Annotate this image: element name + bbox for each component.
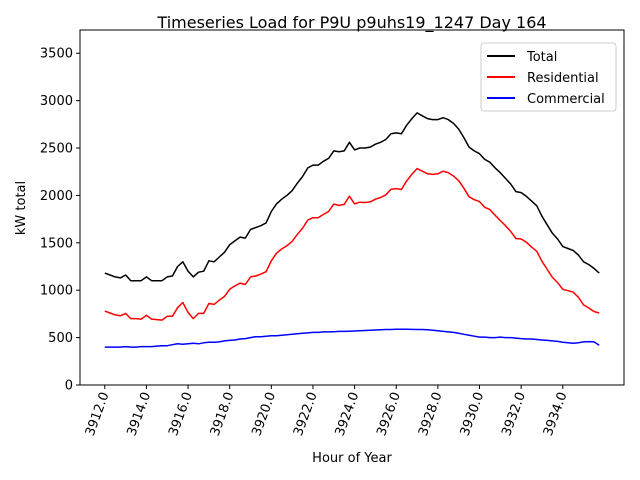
x-tick-label: 3916.0 [166, 390, 196, 438]
x-axis-label: Hour of Year [312, 451, 392, 466]
x-tick-label: 3912.0 [83, 390, 113, 438]
y-axis-label: kW total [14, 181, 29, 235]
x-tick-label: 3930.0 [458, 390, 488, 438]
series-lines [104, 112, 600, 348]
y-tick-label: 2500 [40, 142, 73, 157]
legend-label-total: Total [526, 50, 557, 65]
chart-title: Timeseries Load for P9U p9uhs19_1247 Day… [156, 13, 546, 33]
series-line-commercial [104, 328, 600, 348]
x-tick-label: 3934.0 [541, 390, 571, 438]
legend-label-residential: Residential [527, 71, 599, 86]
x-tick-label: 3926.0 [374, 390, 404, 438]
x-tick-label: 3924.0 [333, 390, 363, 438]
legend: Total Residential Commercial [480, 42, 617, 112]
y-tick-label: 0 [65, 379, 73, 394]
series-line-total [104, 112, 600, 282]
x-tick-label: 3918.0 [208, 390, 238, 438]
x-tick-label: 3928.0 [416, 390, 446, 438]
y-tick-label: 500 [48, 331, 73, 346]
y-tick-label: 2000 [40, 189, 73, 204]
x-tick-label: 3932.0 [499, 390, 529, 438]
x-tick-label: 3914.0 [125, 390, 155, 438]
y-tick-label: 1500 [40, 236, 73, 251]
y-tick-label: 3500 [40, 47, 73, 62]
x-axis-ticks: 3912.0 3914.0 3916.0 3918.0 3920.0 3922.0 3924… [83, 385, 571, 438]
legend-label-commercial: Commercial [527, 92, 605, 107]
x-tick-label: 3922.0 [291, 390, 321, 438]
x-tick-label: 3920.0 [249, 390, 279, 438]
plot-frame [79, 29, 625, 386]
y-tick-label: 1000 [40, 284, 73, 299]
series-line-residential [104, 167, 600, 321]
y-axis-ticks: 0 500 1000 1500 2000 2500 3000 3500 [40, 47, 80, 394]
y-tick-label: 3000 [40, 94, 73, 109]
legend-box [480, 42, 617, 112]
